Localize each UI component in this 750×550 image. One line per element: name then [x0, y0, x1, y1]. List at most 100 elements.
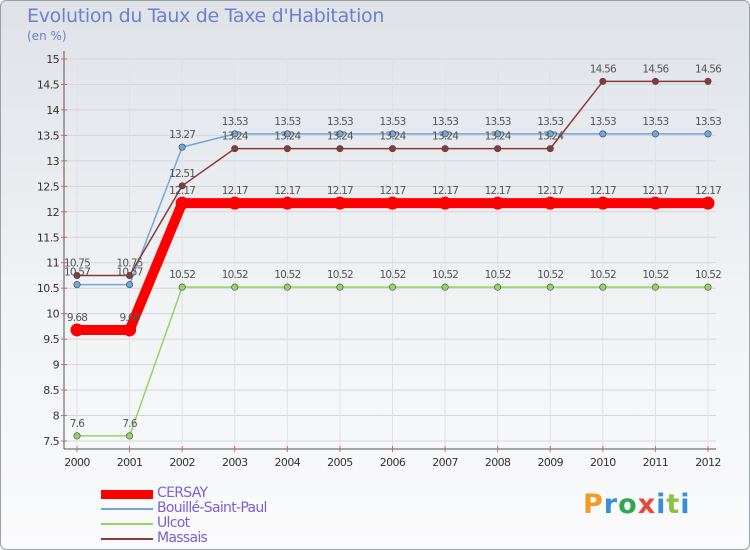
data-label-ulcot: 10.52: [169, 269, 195, 281]
data-point-ulcot: [494, 283, 502, 291]
data-point-ulcot: [441, 283, 449, 291]
x-tick-label: 2004: [275, 456, 301, 469]
data-point-ulcot: [599, 283, 607, 291]
data-point-bouille-saint-paul: [599, 130, 607, 138]
data-label-cersay: 12.17: [642, 185, 668, 197]
data-label-bouille-saint-paul: 13.53: [327, 116, 353, 128]
x-tick-label: 2000: [64, 456, 90, 469]
data-point-massais: [599, 77, 607, 85]
y-tick-label: 10.5: [37, 282, 60, 295]
data-label-massais: 13.24: [432, 131, 459, 143]
data-point-ulcot: [704, 283, 712, 291]
data-label-ulcot: 7.6: [122, 418, 137, 430]
data-point-massais: [231, 145, 239, 153]
data-label-cersay: 12.17: [222, 185, 248, 197]
logo-letter: t: [666, 489, 681, 520]
x-tick-label: 2007: [432, 456, 458, 469]
legend-label-massais: Massais: [157, 530, 208, 546]
data-point-cersay: [386, 196, 399, 210]
x-tick-label: 2010: [590, 456, 616, 469]
data-point-bouille-saint-paul: [336, 130, 344, 138]
data-label-ulcot: 10.52: [695, 269, 721, 281]
data-point-bouille-saint-paul: [651, 130, 659, 138]
data-label-ulcot: 10.52: [642, 269, 668, 281]
data-point-bouille-saint-paul: [704, 130, 712, 138]
legend-swatch-cersay: [101, 490, 153, 499]
data-point-cersay: [543, 196, 557, 210]
data-point-massais: [126, 271, 134, 279]
legend-label-cersay: CERSAY: [157, 485, 208, 501]
y-tick-label: 8: [53, 410, 60, 423]
logo-letter: o: [618, 489, 638, 520]
data-point-cersay: [70, 323, 84, 337]
data-point-ulcot: [388, 283, 396, 291]
data-point-massais: [388, 145, 396, 153]
data-point-cersay: [438, 196, 452, 210]
data-label-cersay: 9.68: [67, 312, 87, 324]
data-label-ulcot: 10.52: [432, 269, 458, 281]
series-cersay: [70, 196, 715, 337]
data-label-massais: 14.56: [590, 63, 617, 75]
data-label-massais: 13.24: [327, 131, 354, 143]
series-lines: [70, 77, 715, 440]
data-label-bouille-saint-paul: 13.53: [222, 116, 248, 128]
data-point-ulcot: [126, 432, 134, 440]
data-label-cersay: 9.68: [119, 312, 139, 324]
data-point-bouille-saint-paul: [178, 143, 186, 151]
data-label-cersay: 12.17: [432, 185, 458, 197]
series-ulcot: [73, 283, 712, 440]
x-tick-label: 2012: [695, 456, 721, 469]
data-label-ulcot: 10.52: [274, 269, 300, 281]
data-labels: 9.68 9.68 12.17 12.17 12.17 12.17 12.17 12.17 12…: [64, 63, 723, 430]
chart-unit-label: (en %): [27, 29, 67, 43]
data-label-bouille-saint-paul: 10.57: [117, 267, 143, 279]
legend-label-ulcot: Ulcot: [157, 515, 190, 531]
y-tick-label: 13: [46, 155, 59, 168]
data-point-bouille-saint-paul: [231, 130, 239, 138]
y-tick-label: 9.5: [43, 333, 59, 346]
data-point-bouille-saint-paul: [546, 130, 554, 138]
series-massais: [73, 77, 712, 279]
legend-label-bouille-saint-paul: Bouillé-Saint-Paul: [157, 500, 267, 516]
data-point-cersay: [333, 196, 347, 210]
data-point-ulcot: [73, 432, 81, 440]
data-point-bouille-saint-paul: [126, 281, 134, 289]
y-tick-label: 11: [46, 257, 59, 270]
data-label-massais: 13.24: [222, 131, 249, 143]
data-label-cersay: 12.17: [327, 185, 353, 197]
data-label-ulcot: 10.52: [327, 269, 353, 281]
x-tick-label: 2008: [485, 456, 511, 469]
data-point-cersay: [228, 196, 242, 210]
data-point-cersay: [648, 196, 662, 210]
axes: [61, 51, 716, 452]
data-label-massais: 13.24: [485, 131, 512, 143]
data-label-massais: 14.56: [695, 63, 722, 75]
data-point-massais: [704, 77, 712, 85]
data-point-ulcot: [178, 283, 186, 291]
chart-title: Evolution du Taux de Taxe d'Habitation: [27, 5, 385, 27]
x-tick-label: 2003: [222, 456, 248, 469]
logo-letter: i: [680, 489, 691, 520]
y-tick-label: 13.5: [37, 129, 60, 142]
data-point-ulcot: [546, 283, 554, 291]
logo-letter: P: [583, 489, 604, 520]
data-point-massais: [336, 145, 344, 153]
data-point-bouille-saint-paul: [441, 130, 449, 138]
tick-labels: 7.5 8 8.5 9 9.5 10 10.5 11 11.5 12 12.5 13 13.5 14 14.…: [37, 53, 721, 469]
data-label-cersay: 12.17: [274, 185, 300, 197]
data-label-ulcot: 10.52: [590, 269, 616, 281]
grid-lines: [64, 58, 716, 449]
data-label-massais: 13.24: [537, 131, 564, 143]
data-point-ulcot: [283, 283, 291, 291]
x-tick-label: 2002: [169, 456, 195, 469]
x-tick-label: 2001: [117, 456, 143, 469]
data-label-massais: 12.51: [169, 168, 195, 180]
data-label-bouille-saint-paul: 13.53: [432, 116, 458, 128]
data-point-cersay: [596, 196, 610, 210]
data-point-massais: [546, 145, 554, 153]
data-label-massais: 10.75: [64, 257, 90, 269]
data-point-massais: [441, 145, 449, 153]
x-tick-label: 2006: [380, 456, 406, 469]
